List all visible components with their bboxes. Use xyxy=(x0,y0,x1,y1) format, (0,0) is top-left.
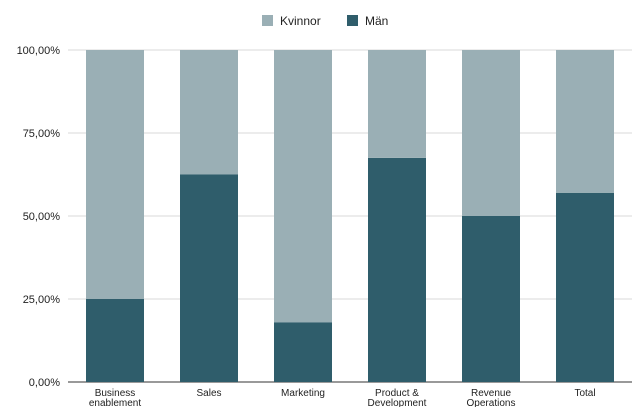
legend-swatch-man xyxy=(347,15,358,26)
legend-swatch-kvinnor xyxy=(262,15,273,26)
bar-segment xyxy=(86,50,144,299)
bar-segment xyxy=(274,50,332,323)
x-tick-label: Product & Development xyxy=(368,388,427,407)
x-axis-labels: Business enablement Sales Marketing Product … xyxy=(89,388,596,407)
y-tick-label: 25,00% xyxy=(23,294,61,306)
bar-segment xyxy=(462,50,520,216)
bar-segment xyxy=(274,322,332,382)
gridlines xyxy=(68,49,632,383)
bar-segment xyxy=(368,157,426,382)
bars xyxy=(86,50,614,382)
bar-segment xyxy=(180,50,238,175)
x-tick-label: Total xyxy=(574,388,595,399)
x-tick-label: Revenue Operations xyxy=(467,388,516,407)
y-axis-ticks: 0,00% 25,00% 50,00% 75,00% 100,00% xyxy=(17,45,61,389)
legend-label-kvinnor: Kvinnor xyxy=(280,14,321,28)
x-tick-label: Sales xyxy=(196,388,221,399)
y-tick-label: 0,00% xyxy=(29,377,60,389)
bar-segment xyxy=(556,192,614,382)
y-tick-label: 50,00% xyxy=(23,211,61,223)
bar-segment xyxy=(180,174,238,382)
bar-segment xyxy=(462,216,520,382)
bar-segment xyxy=(86,299,144,382)
x-tick-label: Marketing xyxy=(281,388,325,399)
y-tick-label: 75,00% xyxy=(23,128,61,140)
bar-segment xyxy=(368,50,426,158)
x-tick-label: Business enablement xyxy=(89,388,141,407)
legend-label-man: Män xyxy=(365,14,388,28)
bar-segment xyxy=(556,50,614,193)
y-tick-label: 100,00% xyxy=(17,45,61,57)
legend: Kvinnor Män xyxy=(262,14,388,28)
